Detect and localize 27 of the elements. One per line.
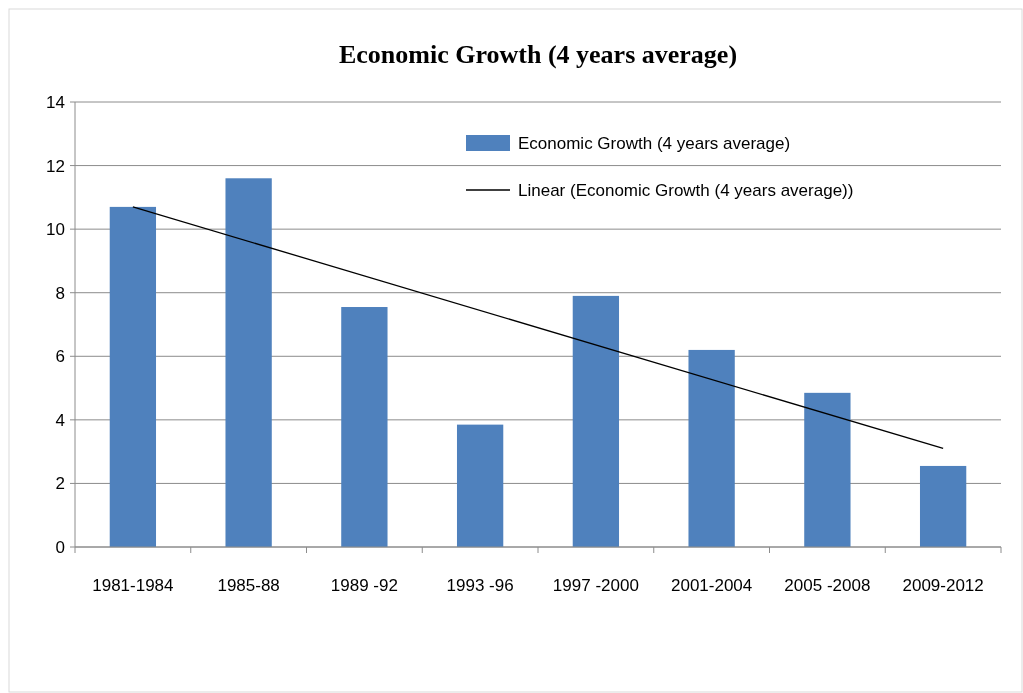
y-tick-label: 12 (46, 156, 65, 176)
x-tick-label: 2001-2004 (670, 576, 753, 595)
x-tick-label: 1993 -96 (446, 576, 514, 595)
legend-label: Economic Growth (4 years average) (518, 133, 791, 153)
x-tick-label: 1997 -2000 (552, 576, 639, 595)
y-tick-label: 0 (55, 537, 65, 557)
y-tick-label: 6 (55, 347, 65, 367)
bar (456, 424, 504, 547)
chart-title: Economic Growth (4 years average) (338, 40, 738, 69)
y-tick-label: 4 (55, 410, 65, 430)
y-tick-label: 8 (55, 283, 65, 303)
bar (688, 349, 735, 547)
y-tick-label: 10 (46, 220, 65, 240)
bar (109, 206, 157, 547)
x-tick-label: 1989 -92 (330, 576, 398, 595)
bar (225, 178, 272, 547)
x-tick-label: 1985-88 (217, 576, 280, 595)
x-tick-label: 1981-1984 (92, 576, 174, 595)
bar (919, 465, 967, 547)
y-tick-label: 2 (55, 474, 65, 494)
x-tick-label: 2009-2012 (902, 576, 984, 595)
y-tick-label: 14 (46, 92, 65, 112)
bar (572, 295, 620, 547)
x-tick-label: 2005 -2008 (784, 576, 871, 595)
bar (804, 392, 851, 547)
bar (341, 307, 388, 547)
legend-label: Linear (Economic Growth (4 years average)) (518, 180, 854, 200)
